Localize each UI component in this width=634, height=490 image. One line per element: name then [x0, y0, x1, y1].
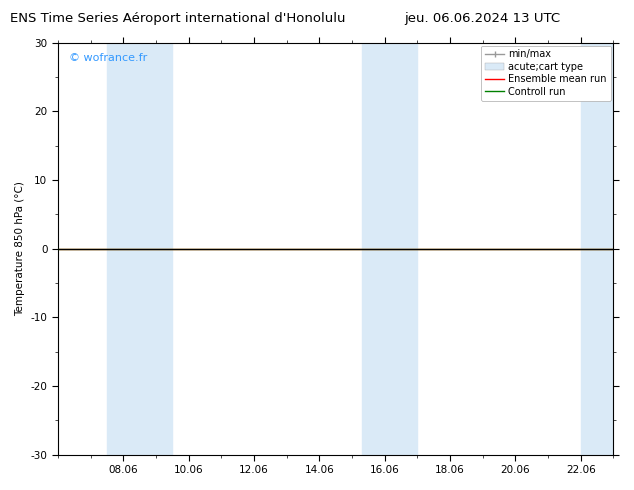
Text: jeu. 06.06.2024 13 UTC: jeu. 06.06.2024 13 UTC	[404, 12, 560, 25]
Bar	[107, 43, 172, 455]
Bar	[362, 43, 417, 455]
Y-axis label: Temperature 850 hPa (°C): Temperature 850 hPa (°C)	[15, 181, 25, 316]
Legend: min/max, acute;cart type, Ensemble mean run, Controll run: min/max, acute;cart type, Ensemble mean …	[481, 46, 611, 100]
Text: © wofrance.fr: © wofrance.fr	[69, 53, 147, 63]
Bar	[581, 43, 614, 455]
Text: ENS Time Series Aéroport international d'Honolulu: ENS Time Series Aéroport international d…	[10, 12, 346, 25]
